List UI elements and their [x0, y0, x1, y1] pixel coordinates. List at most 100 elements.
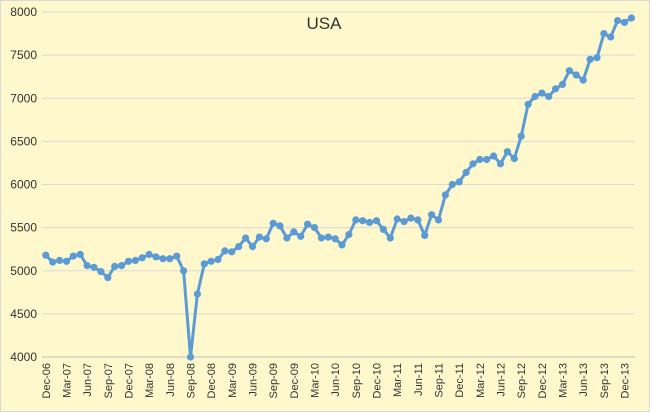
x-axis-tick-labels: Dec-06 Mar-07 Jun-07 Sep-07 Dec-07 Mar-08 Jun-… [41, 363, 632, 398]
x-tick-label: Jun-11 [413, 363, 425, 396]
x-tick-label: Sep-11 [434, 363, 446, 398]
y-tick-label: 5000 [10, 264, 37, 278]
data-point [524, 100, 532, 108]
x-tick-label: Jun-13 [578, 363, 590, 397]
x-tick-label: Sep-12 [516, 363, 528, 398]
data-point [490, 152, 498, 160]
x-tick-label: Mar-09 [227, 363, 239, 398]
data-point [517, 132, 525, 140]
data-point [331, 235, 339, 243]
x-tick-label: Mar-08 [144, 363, 156, 398]
data-point [434, 216, 443, 224]
data-point [186, 353, 195, 361]
x-tick-label: Mar-07 [61, 363, 73, 398]
data-point [228, 248, 236, 256]
y-tick-label: 6500 [10, 134, 37, 148]
data-point [221, 247, 229, 255]
data-point [407, 214, 415, 222]
data-point [565, 67, 574, 75]
data-point [200, 260, 208, 268]
data-point [600, 29, 608, 38]
x-tick-label: Dec-10 [371, 363, 383, 398]
chart-title: USA [307, 14, 343, 33]
x-tick-label: Mar-13 [558, 363, 570, 398]
data-point [90, 263, 98, 271]
data-point [552, 85, 560, 93]
data-point [42, 251, 50, 259]
x-tick-label: Sep-09 [268, 363, 280, 398]
data-point [310, 224, 319, 232]
data-point [97, 268, 105, 276]
data-point [297, 232, 305, 240]
y-tick-label: 7000 [10, 91, 37, 105]
data-point [366, 218, 374, 226]
data-point [620, 18, 629, 26]
data-point [372, 217, 381, 225]
data-point [152, 253, 160, 261]
x-tick-label: Sep-10 [351, 363, 363, 398]
data-point [414, 216, 422, 224]
data-point [49, 258, 57, 266]
data-point [255, 233, 263, 241]
data-point [503, 148, 511, 156]
series-line [44, 16, 633, 359]
data-point [56, 256, 64, 264]
data-point [462, 168, 470, 176]
data-point [173, 252, 181, 260]
data-point [69, 252, 77, 260]
data-point [338, 241, 346, 249]
data-point [283, 234, 291, 242]
data-point [586, 55, 594, 64]
data-point [393, 215, 401, 223]
x-tick-label: Sep-13 [599, 363, 611, 398]
data-point [304, 220, 312, 228]
data-point [131, 256, 139, 264]
data-point [400, 218, 408, 226]
x-tick-label: Sep-07 [103, 363, 115, 398]
x-tick-label: Dec-13 [620, 363, 632, 398]
x-tick-label: Jun-07 [82, 363, 94, 397]
data-point [317, 234, 325, 242]
data-point [607, 33, 615, 41]
data-point [441, 191, 449, 199]
data-point [496, 160, 505, 168]
data-point [545, 92, 553, 101]
data-point [593, 54, 601, 62]
data-point [104, 274, 112, 282]
data-point [193, 290, 201, 298]
y-tick-label: 4000 [10, 350, 37, 364]
data-point [166, 255, 174, 263]
data-point [352, 216, 360, 224]
data-point [124, 257, 133, 265]
x-tick-label: Sep-08 [185, 363, 197, 398]
x-tick-label: Mar-11 [392, 363, 404, 397]
data-point [83, 262, 91, 270]
data-point [558, 80, 567, 88]
y-tick-label: 6000 [10, 178, 37, 192]
data-point [448, 180, 456, 189]
data-point [269, 219, 277, 227]
y-tick-label: 5500 [10, 221, 37, 235]
y-tick-label: 4500 [10, 307, 37, 321]
x-tick-label: Dec-11 [454, 363, 466, 398]
y-tick-label: 8000 [10, 5, 37, 19]
data-point [627, 14, 636, 22]
data-point [207, 257, 215, 265]
data-point [386, 234, 394, 242]
data-point [531, 92, 539, 101]
data-point [62, 257, 71, 265]
data-point [345, 230, 353, 239]
y-tick-label: 7500 [10, 48, 37, 62]
data-point [242, 234, 250, 242]
data-point [248, 243, 257, 251]
data-point [379, 225, 387, 233]
x-tick-label: Dec-09 [289, 363, 301, 398]
data-point [145, 250, 153, 258]
data-point [76, 250, 84, 258]
x-tick-label: Mar-12 [475, 363, 487, 398]
data-point [235, 243, 243, 251]
x-tick-label: Dec-12 [537, 363, 549, 398]
x-tick-label: Dec-08 [206, 363, 218, 398]
data-point [579, 76, 587, 84]
